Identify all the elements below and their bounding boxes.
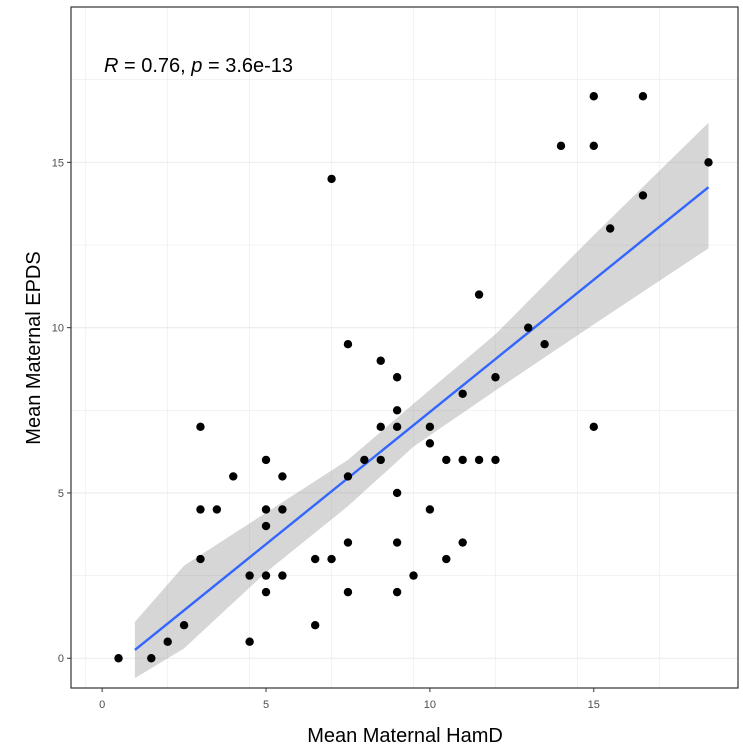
confidence-band <box>134 122 709 679</box>
data-point <box>343 538 353 547</box>
data-point <box>491 455 500 465</box>
data-point <box>425 439 435 448</box>
data-point <box>392 373 402 382</box>
data-point <box>343 472 353 481</box>
data-point <box>196 422 205 432</box>
data-point <box>638 191 648 200</box>
data-point <box>310 554 320 564</box>
data-point <box>261 571 271 580</box>
data-point <box>491 373 500 382</box>
data-point <box>425 422 435 432</box>
data-point <box>278 505 287 514</box>
r-label: R <box>104 55 118 77</box>
data-point <box>589 422 598 432</box>
data-point <box>589 141 598 151</box>
data-point <box>442 455 451 465</box>
grid-lines <box>71 7 738 688</box>
data-point <box>229 472 238 481</box>
data-point <box>114 654 123 663</box>
data-point <box>392 488 402 498</box>
data-point <box>425 505 435 514</box>
y-tick-label: 0 <box>58 653 64 665</box>
data-point <box>343 339 353 349</box>
data-point <box>442 554 451 564</box>
data-point <box>147 654 156 663</box>
data-point <box>343 587 353 597</box>
data-point <box>474 455 484 465</box>
data-point <box>261 505 271 514</box>
x-tick-label: 5 <box>263 699 269 711</box>
data-point <box>376 455 385 465</box>
data-point <box>556 141 566 151</box>
data-point <box>245 571 254 580</box>
p-value: = 3.6e-13 <box>202 55 293 77</box>
data-point <box>458 389 467 398</box>
data-point <box>409 571 418 580</box>
data-point <box>196 554 205 564</box>
data-point <box>392 538 402 547</box>
data-point <box>261 455 271 465</box>
data-point <box>196 505 205 514</box>
y-tick-label: 5 <box>58 488 64 500</box>
data-point <box>179 620 189 630</box>
data-point <box>474 290 484 299</box>
data-point <box>392 422 402 432</box>
data-point <box>458 455 467 465</box>
data-point <box>605 224 615 233</box>
regression-line <box>134 186 710 651</box>
panel-border <box>70 6 739 689</box>
r-value: = 0.76, <box>118 55 191 77</box>
data-point <box>278 571 287 580</box>
x-tick-label: 15 <box>588 699 600 711</box>
data-point <box>261 521 271 531</box>
data-point <box>327 174 336 184</box>
p-label: p <box>190 55 202 77</box>
data-point <box>376 422 385 432</box>
data-point <box>278 472 287 481</box>
data-point <box>540 339 549 349</box>
data-point <box>327 554 336 564</box>
data-point <box>245 637 254 646</box>
data-point <box>376 356 385 365</box>
data-point <box>589 92 598 101</box>
data-point <box>524 323 533 332</box>
data-point <box>638 92 648 101</box>
correlation-annotation: R = 0.76, p = 3.6e-13 <box>104 55 293 77</box>
data-point <box>212 505 222 514</box>
data-point <box>310 620 320 630</box>
y-tick-label: 10 <box>52 323 64 335</box>
data-point <box>704 158 713 167</box>
data-point <box>163 637 172 646</box>
data-point <box>392 587 402 597</box>
data-point <box>261 587 271 597</box>
y-axis-title: Mean Maternal EPDS <box>23 251 45 444</box>
data-point <box>458 538 467 547</box>
data-point <box>360 455 369 465</box>
x-tick-label: 0 <box>99 699 105 711</box>
data-point <box>392 406 402 415</box>
data-points <box>114 92 713 663</box>
y-tick-label: 15 <box>52 157 64 169</box>
x-axis-title: Mean Maternal HamD <box>307 725 503 747</box>
x-tick-label: 10 <box>424 699 436 711</box>
axis-ticks: 0 5 10 15 0 5 10 15 <box>52 157 600 711</box>
